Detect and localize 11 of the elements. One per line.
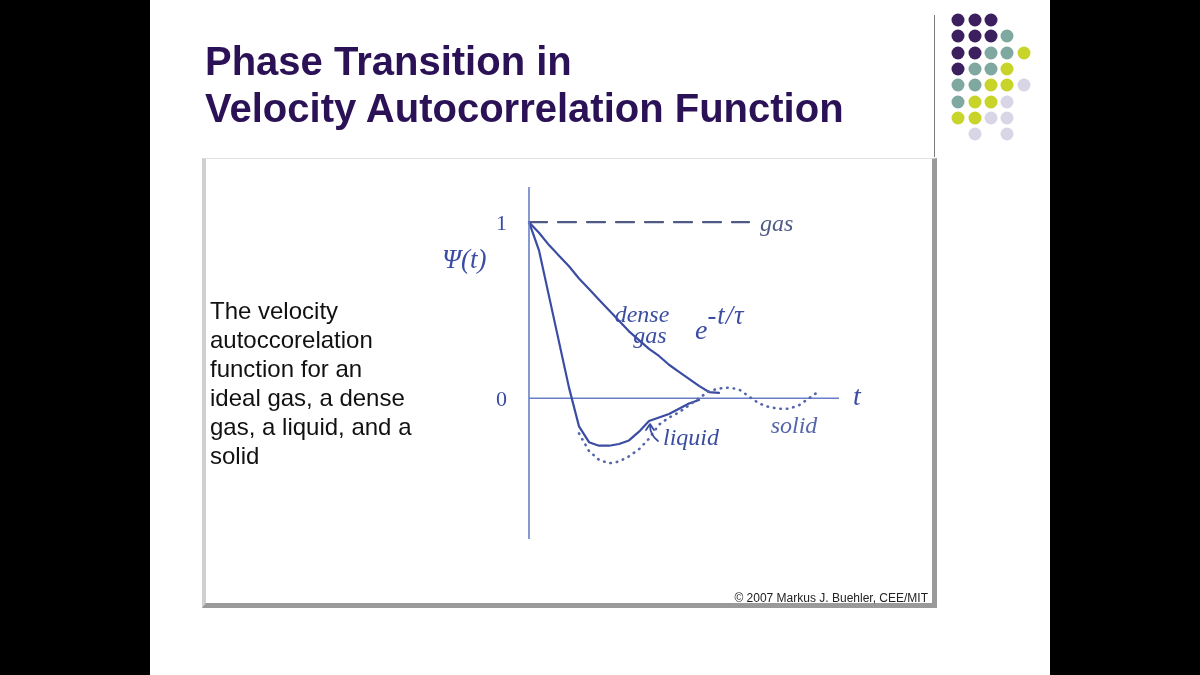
y-tick-label: 0	[496, 386, 507, 412]
chart-title: Phase Transition in Velocity Autocorrelation Function	[205, 38, 844, 132]
y-axis-title: Ψ(t)	[442, 244, 487, 275]
legend-label: liquid	[663, 424, 720, 451]
series-label: gas	[760, 210, 794, 237]
series-label: solid	[770, 411, 819, 438]
series-label: dense gas	[614, 300, 670, 348]
y-tick-label: 1	[496, 210, 507, 236]
text: © 2007 Markus J. Buehler, CEE/MIT	[733, 591, 928, 605]
x-axis-title: t	[853, 380, 861, 412]
text: The velocity autoccorelation function for an ideal gas, a dense gas, a liquid, and a solid	[210, 296, 413, 470]
